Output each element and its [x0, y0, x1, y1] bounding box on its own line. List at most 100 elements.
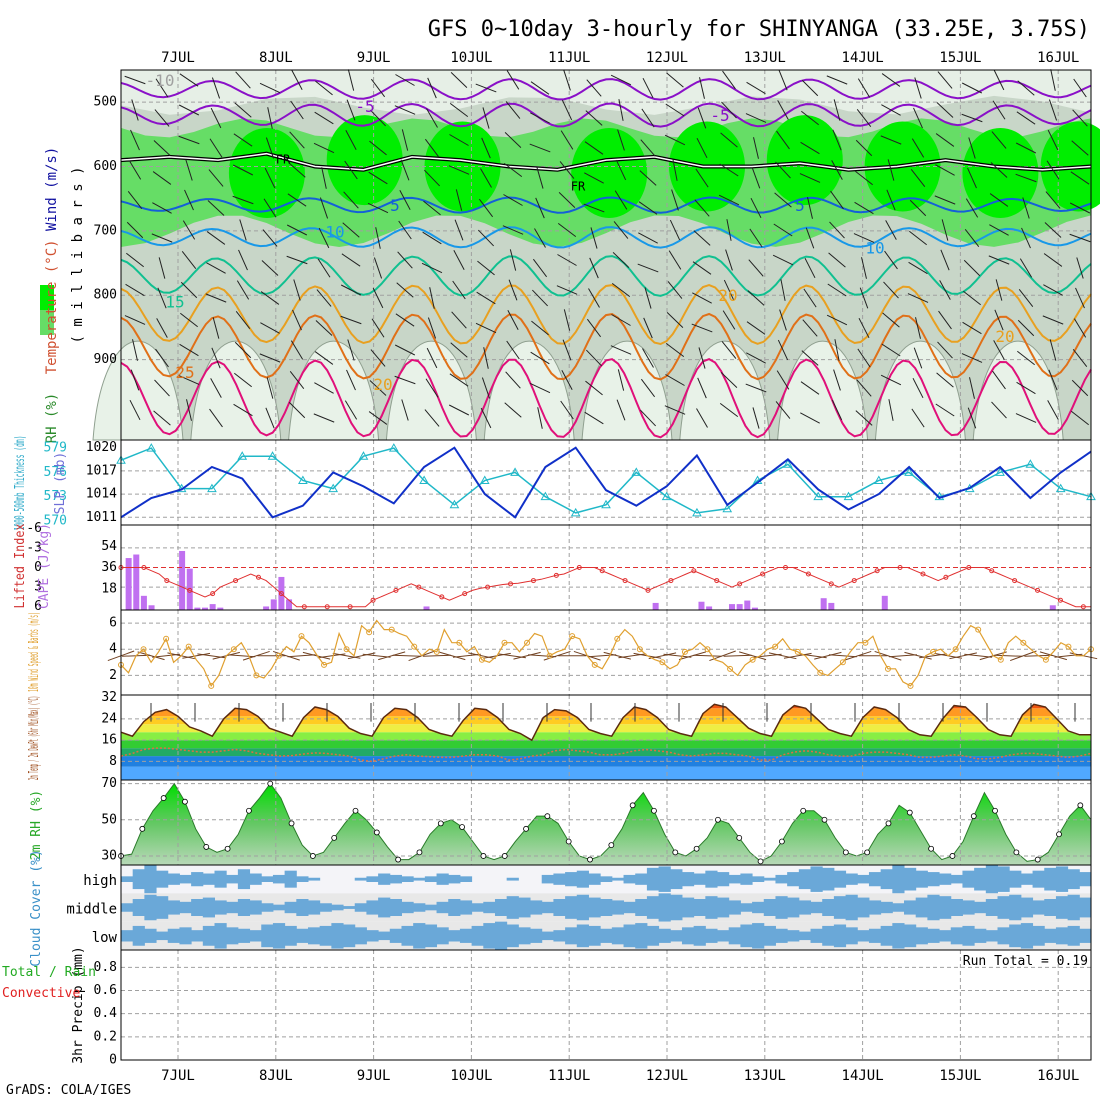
cloud-cell — [822, 925, 835, 946]
wind-barb — [504, 402, 522, 418]
cloud-cell — [459, 900, 473, 915]
wind-barb — [477, 229, 495, 247]
wind-barb — [426, 108, 438, 128]
wind-marker — [478, 656, 485, 663]
slp-tick-label: 1017 — [86, 463, 117, 478]
cloud-cell — [121, 930, 134, 942]
cloud-cell — [985, 899, 999, 916]
wind-barb — [530, 81, 550, 95]
millibars-label: ( m i l l i b a r s ) — [70, 166, 86, 343]
wind-marker — [569, 633, 576, 640]
wind-barb — [589, 257, 599, 279]
temp-tick-label: 16 — [101, 733, 117, 748]
wind-barb — [267, 107, 273, 129]
wind-barb — [637, 263, 659, 273]
cloud-cell — [623, 901, 636, 914]
cloud-cell — [214, 870, 227, 888]
surface-wind-barb — [783, 652, 812, 659]
wind-barb — [235, 311, 251, 329]
wind-barb — [560, 400, 574, 420]
precip-panel: 0.8 0.6 0.4 0.2 0 — [94, 949, 1092, 1068]
cloud-cell — [307, 900, 321, 915]
wind-barb — [961, 353, 983, 363]
wind-barb — [291, 70, 303, 90]
wind-barb — [882, 312, 900, 328]
wind-barb — [151, 233, 173, 243]
thickness-marker — [479, 475, 490, 484]
wind-barb — [1069, 202, 1091, 214]
wind-barb — [910, 169, 926, 187]
cloud-cell — [635, 899, 648, 916]
date-label-bottom: 13JUL — [744, 1068, 786, 1084]
cloud-cell — [191, 899, 204, 916]
cloud-cell — [693, 873, 706, 885]
cloud-cell — [167, 928, 180, 943]
li-tick-label: 3 — [34, 580, 42, 595]
wind-barb — [1017, 80, 1035, 96]
thickness-marker — [1025, 459, 1036, 468]
li-marker — [553, 572, 559, 578]
cloud-row-label: middle — [66, 902, 117, 918]
wind-barb — [178, 135, 200, 145]
surface-wind-barb — [392, 654, 421, 657]
li-marker — [782, 565, 788, 570]
wind-barb — [1075, 287, 1085, 309]
temp-tick-label: 24 — [101, 711, 117, 726]
wind-barb — [186, 399, 192, 421]
wind-barb — [314, 382, 334, 394]
cloud-cell — [904, 867, 917, 891]
wind-barb — [132, 339, 138, 361]
wind-barb — [126, 252, 144, 268]
cape-bar — [140, 595, 147, 610]
cloud-cell — [483, 923, 496, 949]
wind-barb — [772, 254, 794, 266]
cloud-cell — [389, 928, 402, 943]
cloud-cell — [670, 894, 683, 921]
wind-marker — [817, 669, 824, 676]
cloud-cell — [156, 931, 169, 941]
wind-barb — [424, 138, 440, 158]
wind-barb — [1073, 78, 1087, 98]
cloud-cell — [600, 928, 613, 943]
wind-barb — [988, 255, 1010, 265]
wind-barb — [963, 259, 981, 277]
cloud-cell — [471, 925, 484, 946]
wind-marker — [1020, 639, 1027, 646]
rh-marker — [608, 842, 615, 849]
wind-barb — [153, 140, 171, 156]
contour-label: 5 — [795, 196, 805, 215]
wind-barb — [800, 141, 820, 155]
cloud-cell — [939, 873, 952, 885]
cloud-cell — [775, 874, 788, 884]
rh-marker — [715, 816, 721, 823]
wind-barb — [455, 189, 463, 211]
temp-band — [121, 704, 1091, 709]
thickness-marker — [358, 451, 369, 460]
rh-marker — [800, 807, 807, 814]
cloud-cell — [1044, 928, 1057, 943]
rh-marker — [1077, 802, 1084, 809]
cloud-cell — [868, 872, 882, 887]
wind-barb — [369, 140, 387, 156]
surface-wind-barb — [137, 651, 165, 661]
cape-bar — [706, 606, 713, 610]
temp-axis-label: 2m Temp / 2m DewPt (6hr Min/Max) (°C) — [27, 696, 42, 780]
cloud-cell — [1032, 870, 1045, 888]
cloud-cell — [202, 925, 215, 946]
cape-bar — [286, 599, 293, 610]
precip-axis-label: 3hr Precip (mm) — [71, 946, 86, 1063]
wind-barb — [642, 348, 654, 368]
cloud-cell — [950, 927, 963, 945]
wind-barb — [695, 168, 709, 188]
rh-core — [766, 115, 843, 206]
wind-marker — [907, 682, 914, 689]
wind-marker — [411, 643, 418, 650]
wind-barb — [395, 313, 415, 327]
surface-wind-barb — [904, 651, 932, 660]
cloud-cell — [670, 930, 683, 942]
wind-barb — [157, 287, 167, 309]
wind-barb — [777, 339, 789, 361]
cloud-cell — [681, 897, 695, 918]
wind-barb — [800, 381, 820, 395]
temp-band — [121, 766, 1091, 780]
